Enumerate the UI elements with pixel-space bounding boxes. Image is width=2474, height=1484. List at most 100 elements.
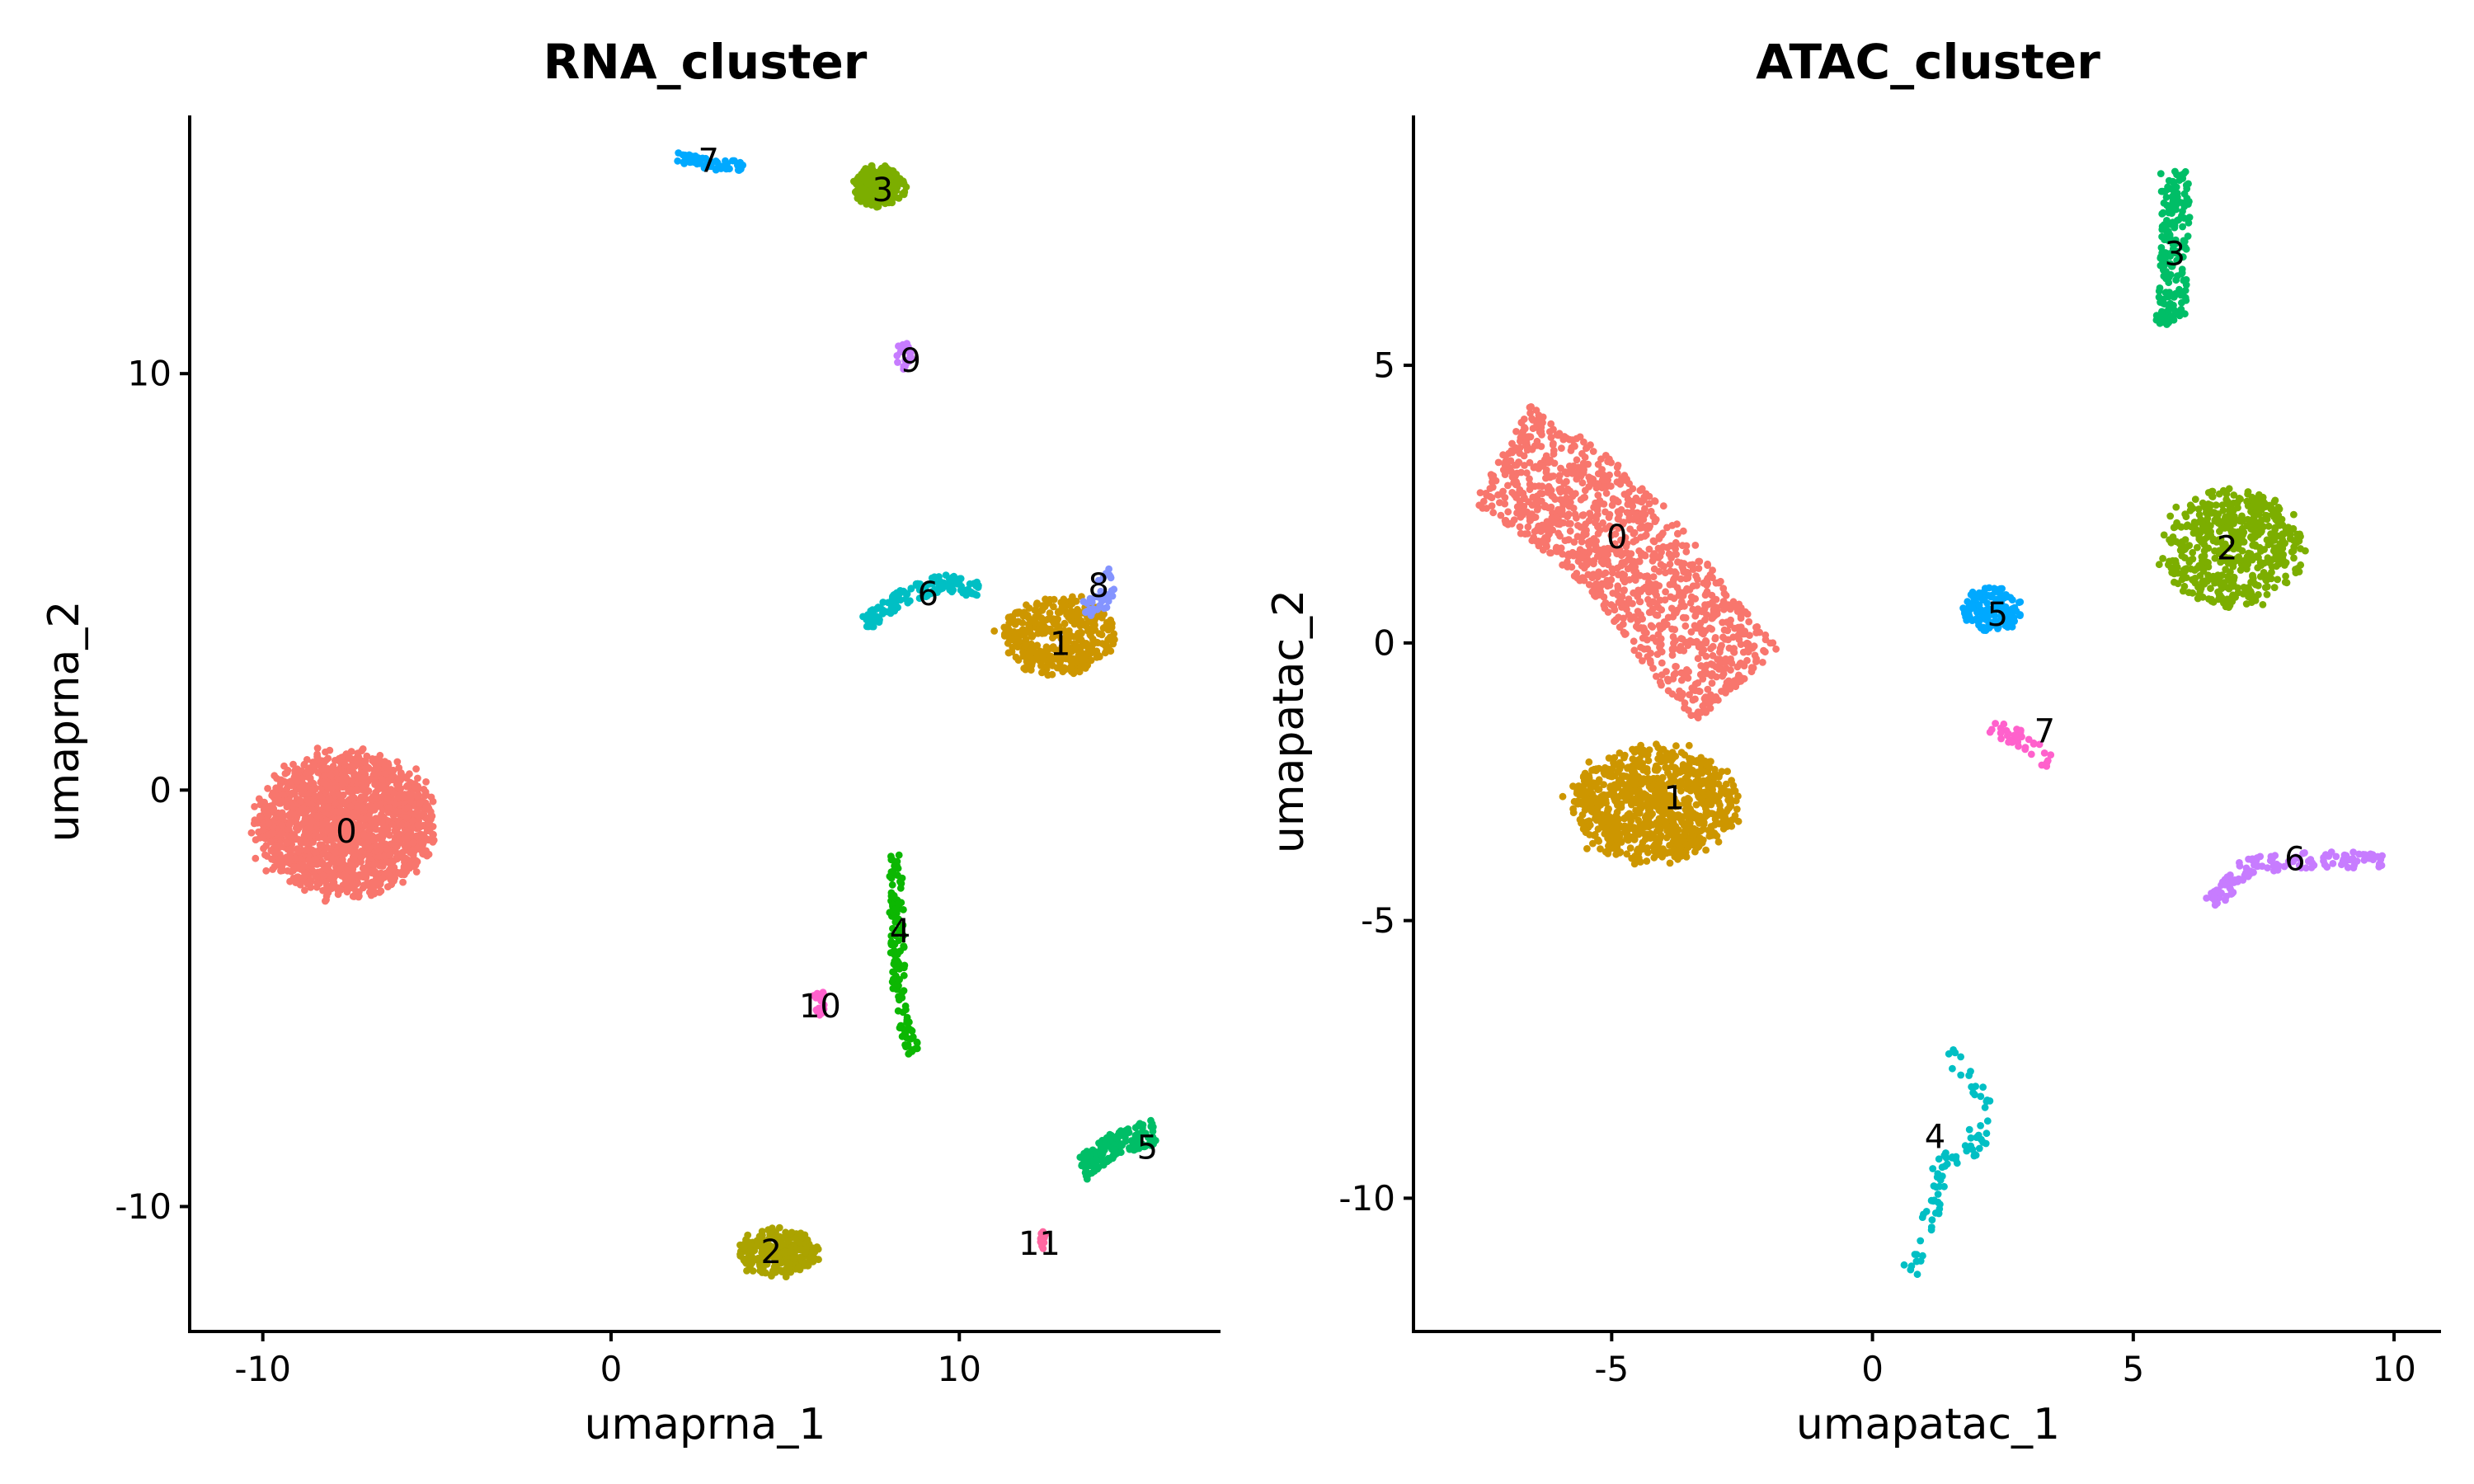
rna-cluster-3-point [868, 164, 876, 171]
rna-cluster-6-point [907, 585, 915, 593]
rna-cluster-1-point [1061, 619, 1069, 627]
atac-cluster-0-point [1497, 511, 1505, 519]
atac-cluster-0-point [1545, 458, 1553, 467]
rna-cluster-0-point [272, 848, 280, 857]
atac-cluster-0-point [1693, 581, 1700, 589]
rna-cluster-1-point [1102, 622, 1109, 631]
atac-cluster-0-point [1614, 469, 1621, 477]
rna-cluster-6-point [875, 615, 883, 623]
atac-cluster-0-point [1723, 679, 1731, 687]
rna-y-tick-label: -10 [115, 1186, 172, 1227]
atac-cluster-0-point [1679, 527, 1687, 535]
atac-cluster-0-point [1682, 542, 1691, 550]
atac-cluster-0-point [1521, 494, 1528, 502]
rna-cluster-7-point [736, 162, 744, 170]
atac-cluster-0-point [1740, 662, 1748, 669]
rna-cluster-0-point [313, 744, 322, 752]
rna-cluster-2-point [802, 1245, 810, 1253]
rna-cluster-0-point [317, 792, 324, 801]
atac-cluster-0-point [1574, 522, 1582, 529]
rna-cluster-0-point [401, 834, 408, 843]
rna-cluster-0-point [404, 803, 412, 811]
atac-cluster-0-point [1677, 575, 1685, 583]
rna-cluster-1-point [1068, 660, 1076, 668]
atac-cluster-0-point [1675, 592, 1683, 599]
rna-cluster-0-point [354, 832, 362, 840]
atac-cluster-0-point [1720, 626, 1729, 634]
atac-cluster-0-point [1489, 509, 1498, 517]
atac-cluster-0-point [1635, 547, 1643, 555]
rna-cluster-0-point [382, 826, 390, 834]
atac-cluster-0-point [1520, 452, 1528, 460]
rna-cluster-6-point [972, 582, 980, 589]
rna-cluster-0-point [348, 821, 356, 829]
atac-cluster-0-point [1639, 615, 1646, 623]
rna-cluster-5-point [1136, 1120, 1144, 1128]
rna-cluster-0-point [388, 820, 397, 829]
rna-cluster-4-point [891, 957, 899, 965]
rna-cluster-0-point [300, 760, 308, 768]
rna-cluster-6-point [896, 596, 905, 604]
rna-cluster-0-point [360, 774, 368, 782]
rna-cluster-0-point [284, 866, 292, 875]
atac-cluster-0-point [1547, 420, 1555, 428]
atac-cluster-0-point [1602, 569, 1610, 577]
atac-cluster-0-point [1689, 696, 1697, 704]
rna-cluster-2-point [788, 1228, 796, 1237]
atac-cluster-0-point [1674, 558, 1681, 566]
atac-cluster-0-point [1482, 490, 1490, 497]
rna-cluster-3-point [882, 178, 890, 186]
rna-cluster-2-point [736, 1251, 744, 1258]
atac-cluster-0-point [1489, 478, 1496, 486]
atac-cluster-0-point [1673, 584, 1681, 592]
atac-cluster-0-point [1729, 679, 1737, 688]
atac-cluster-0-point [1566, 527, 1574, 535]
rna-cluster-label-5: 5 [1137, 1129, 1158, 1167]
atac-cluster-0-point [1570, 572, 1578, 580]
rna-cluster-label-0: 0 [336, 813, 356, 851]
atac-cluster-0-point [1535, 497, 1543, 505]
rna-cluster-label-3: 3 [872, 171, 893, 209]
atac-cluster-0-point [1641, 585, 1649, 592]
atac-cluster-0-point [1687, 628, 1696, 636]
rna-cluster-6-point [928, 574, 936, 582]
rna-cluster-0-point [296, 784, 304, 792]
rna-cluster-0-point [324, 804, 332, 812]
rna-cluster-1-point [1013, 641, 1021, 649]
atac-cluster-0-point [1531, 442, 1539, 450]
rna-cluster-5-point [1105, 1156, 1113, 1164]
atac-cluster-0-point [1635, 557, 1643, 565]
atac-cluster-0-point [1476, 489, 1484, 496]
atac-cluster-0-point [1547, 434, 1555, 441]
rna-cluster-0-point [360, 881, 368, 890]
atac-cluster-0-point [1613, 463, 1621, 472]
rna-cluster-0-point [322, 835, 330, 843]
atac-cluster-0-point [1709, 642, 1717, 650]
atac-cluster-0-point [1530, 533, 1538, 542]
atac-cluster-0-point [1523, 469, 1531, 477]
atac-cluster-0-point [1544, 489, 1552, 496]
rna-cluster-0-point [301, 815, 309, 824]
rna-cluster-1-point [1020, 611, 1028, 619]
rna-cluster-2-point [759, 1256, 767, 1264]
atac-cluster-0-point [1626, 525, 1634, 533]
rna-cluster-0-point [412, 861, 420, 869]
atac-cluster-0-point [1705, 694, 1714, 702]
rna-cluster-4-point [889, 867, 897, 876]
atac-cluster-0-point [1719, 672, 1727, 680]
atac-cluster-0-point [1634, 593, 1642, 600]
rna-cluster-1-point [1038, 629, 1047, 637]
rna-cluster-6-point [950, 572, 958, 580]
rna-cluster-0-point [427, 793, 435, 801]
atac-cluster-0-point [1713, 673, 1720, 681]
rna-cluster-2-point [787, 1247, 795, 1256]
rna-cluster-label-8: 8 [1088, 567, 1108, 605]
rna-cluster-5-point [1147, 1122, 1155, 1130]
atac-cluster-0-point [1598, 484, 1606, 491]
atac-cluster-0-point [1578, 479, 1587, 487]
atac-cluster-0-point [1479, 497, 1488, 505]
rna-cluster-0-point [416, 800, 424, 807]
rna-cluster-0-point [337, 827, 346, 835]
rna-cluster-0-point [301, 871, 309, 880]
